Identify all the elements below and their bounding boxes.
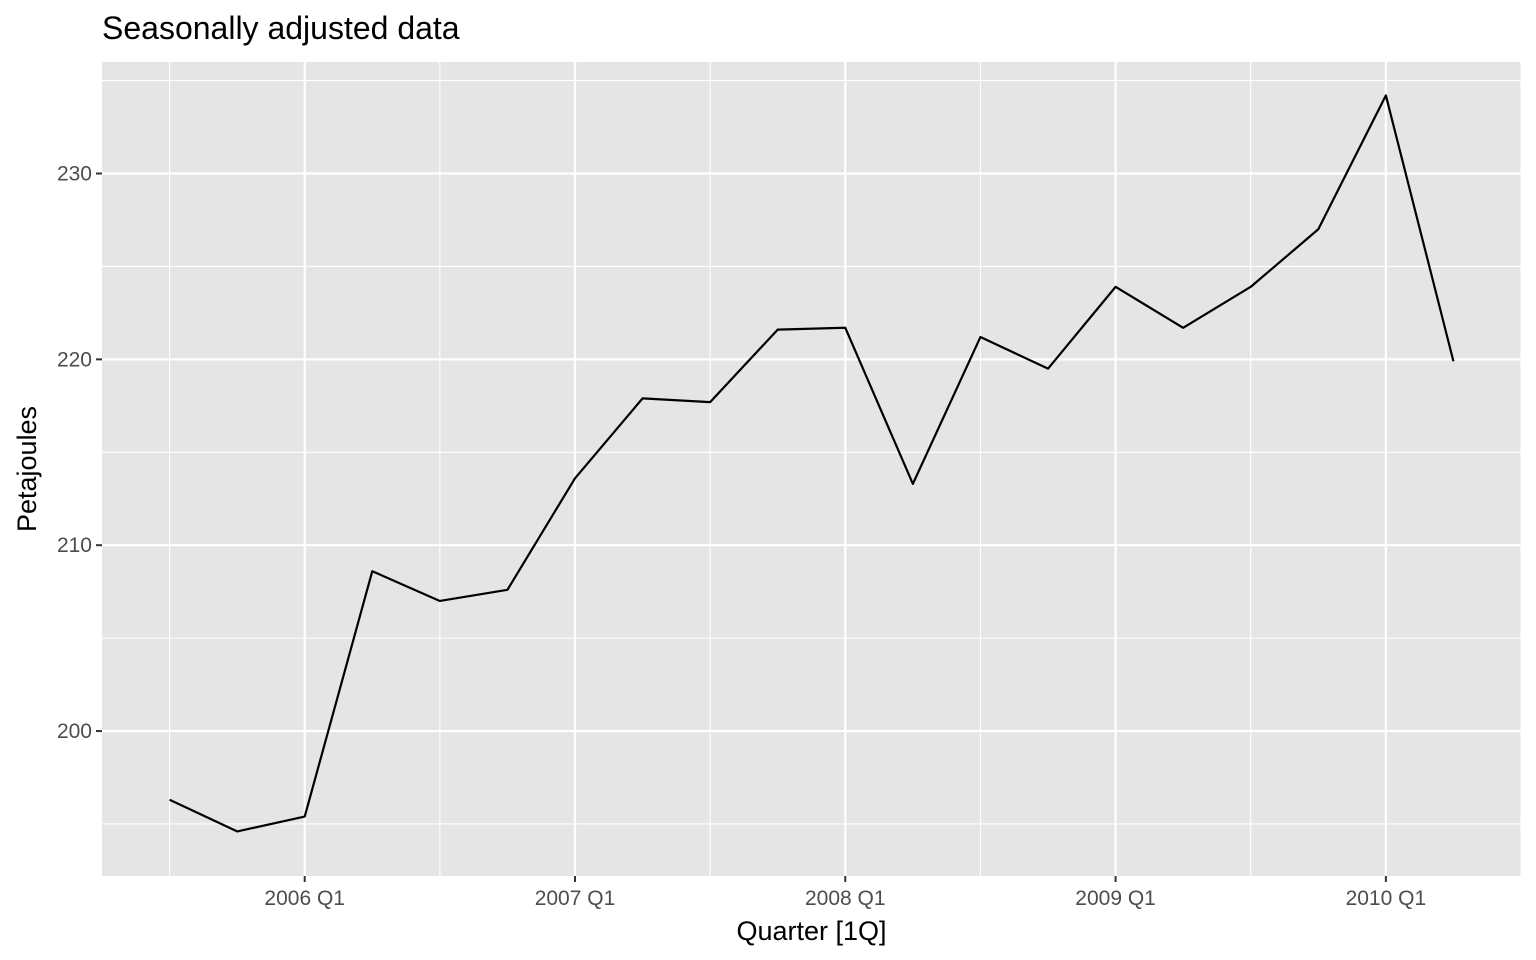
y-axis-title: Petajoules [12,406,42,532]
minor-y-gridlines [102,80,1521,825]
series-layer [169,94,1455,833]
x-axis: 2006 Q1 2007 Q1 2008 Q1 2009 Q1 2010 Q1 [264,876,1426,910]
chart-title: Seasonally adjusted data [102,10,460,46]
major-x-gridlines [303,62,1387,876]
x-tick-label: 2010 Q1 [1346,887,1427,910]
y-tick-label: 210 [57,534,92,557]
x-tick-label: 2006 Q1 [264,887,345,910]
major-y-gridlines [102,172,1521,733]
minor-x-gridlines [169,62,1522,876]
x-tick-label: 2007 Q1 [535,887,616,910]
y-tick-label: 200 [57,720,92,743]
x-tick-label: 2008 Q1 [805,887,886,910]
plot-panel [102,62,1521,876]
x-tick-label: 2009 Q1 [1075,887,1156,910]
y-tick-label: 220 [57,348,92,371]
x-axis-title: Quarter [1Q] [736,916,886,946]
y-tick-label: 230 [57,163,92,186]
series-line [169,94,1455,833]
y-axis: 200 210 220 230 [57,163,102,743]
